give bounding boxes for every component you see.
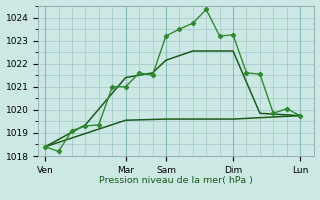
X-axis label: Pression niveau de la mer( hPa ): Pression niveau de la mer( hPa ) (99, 176, 253, 185)
